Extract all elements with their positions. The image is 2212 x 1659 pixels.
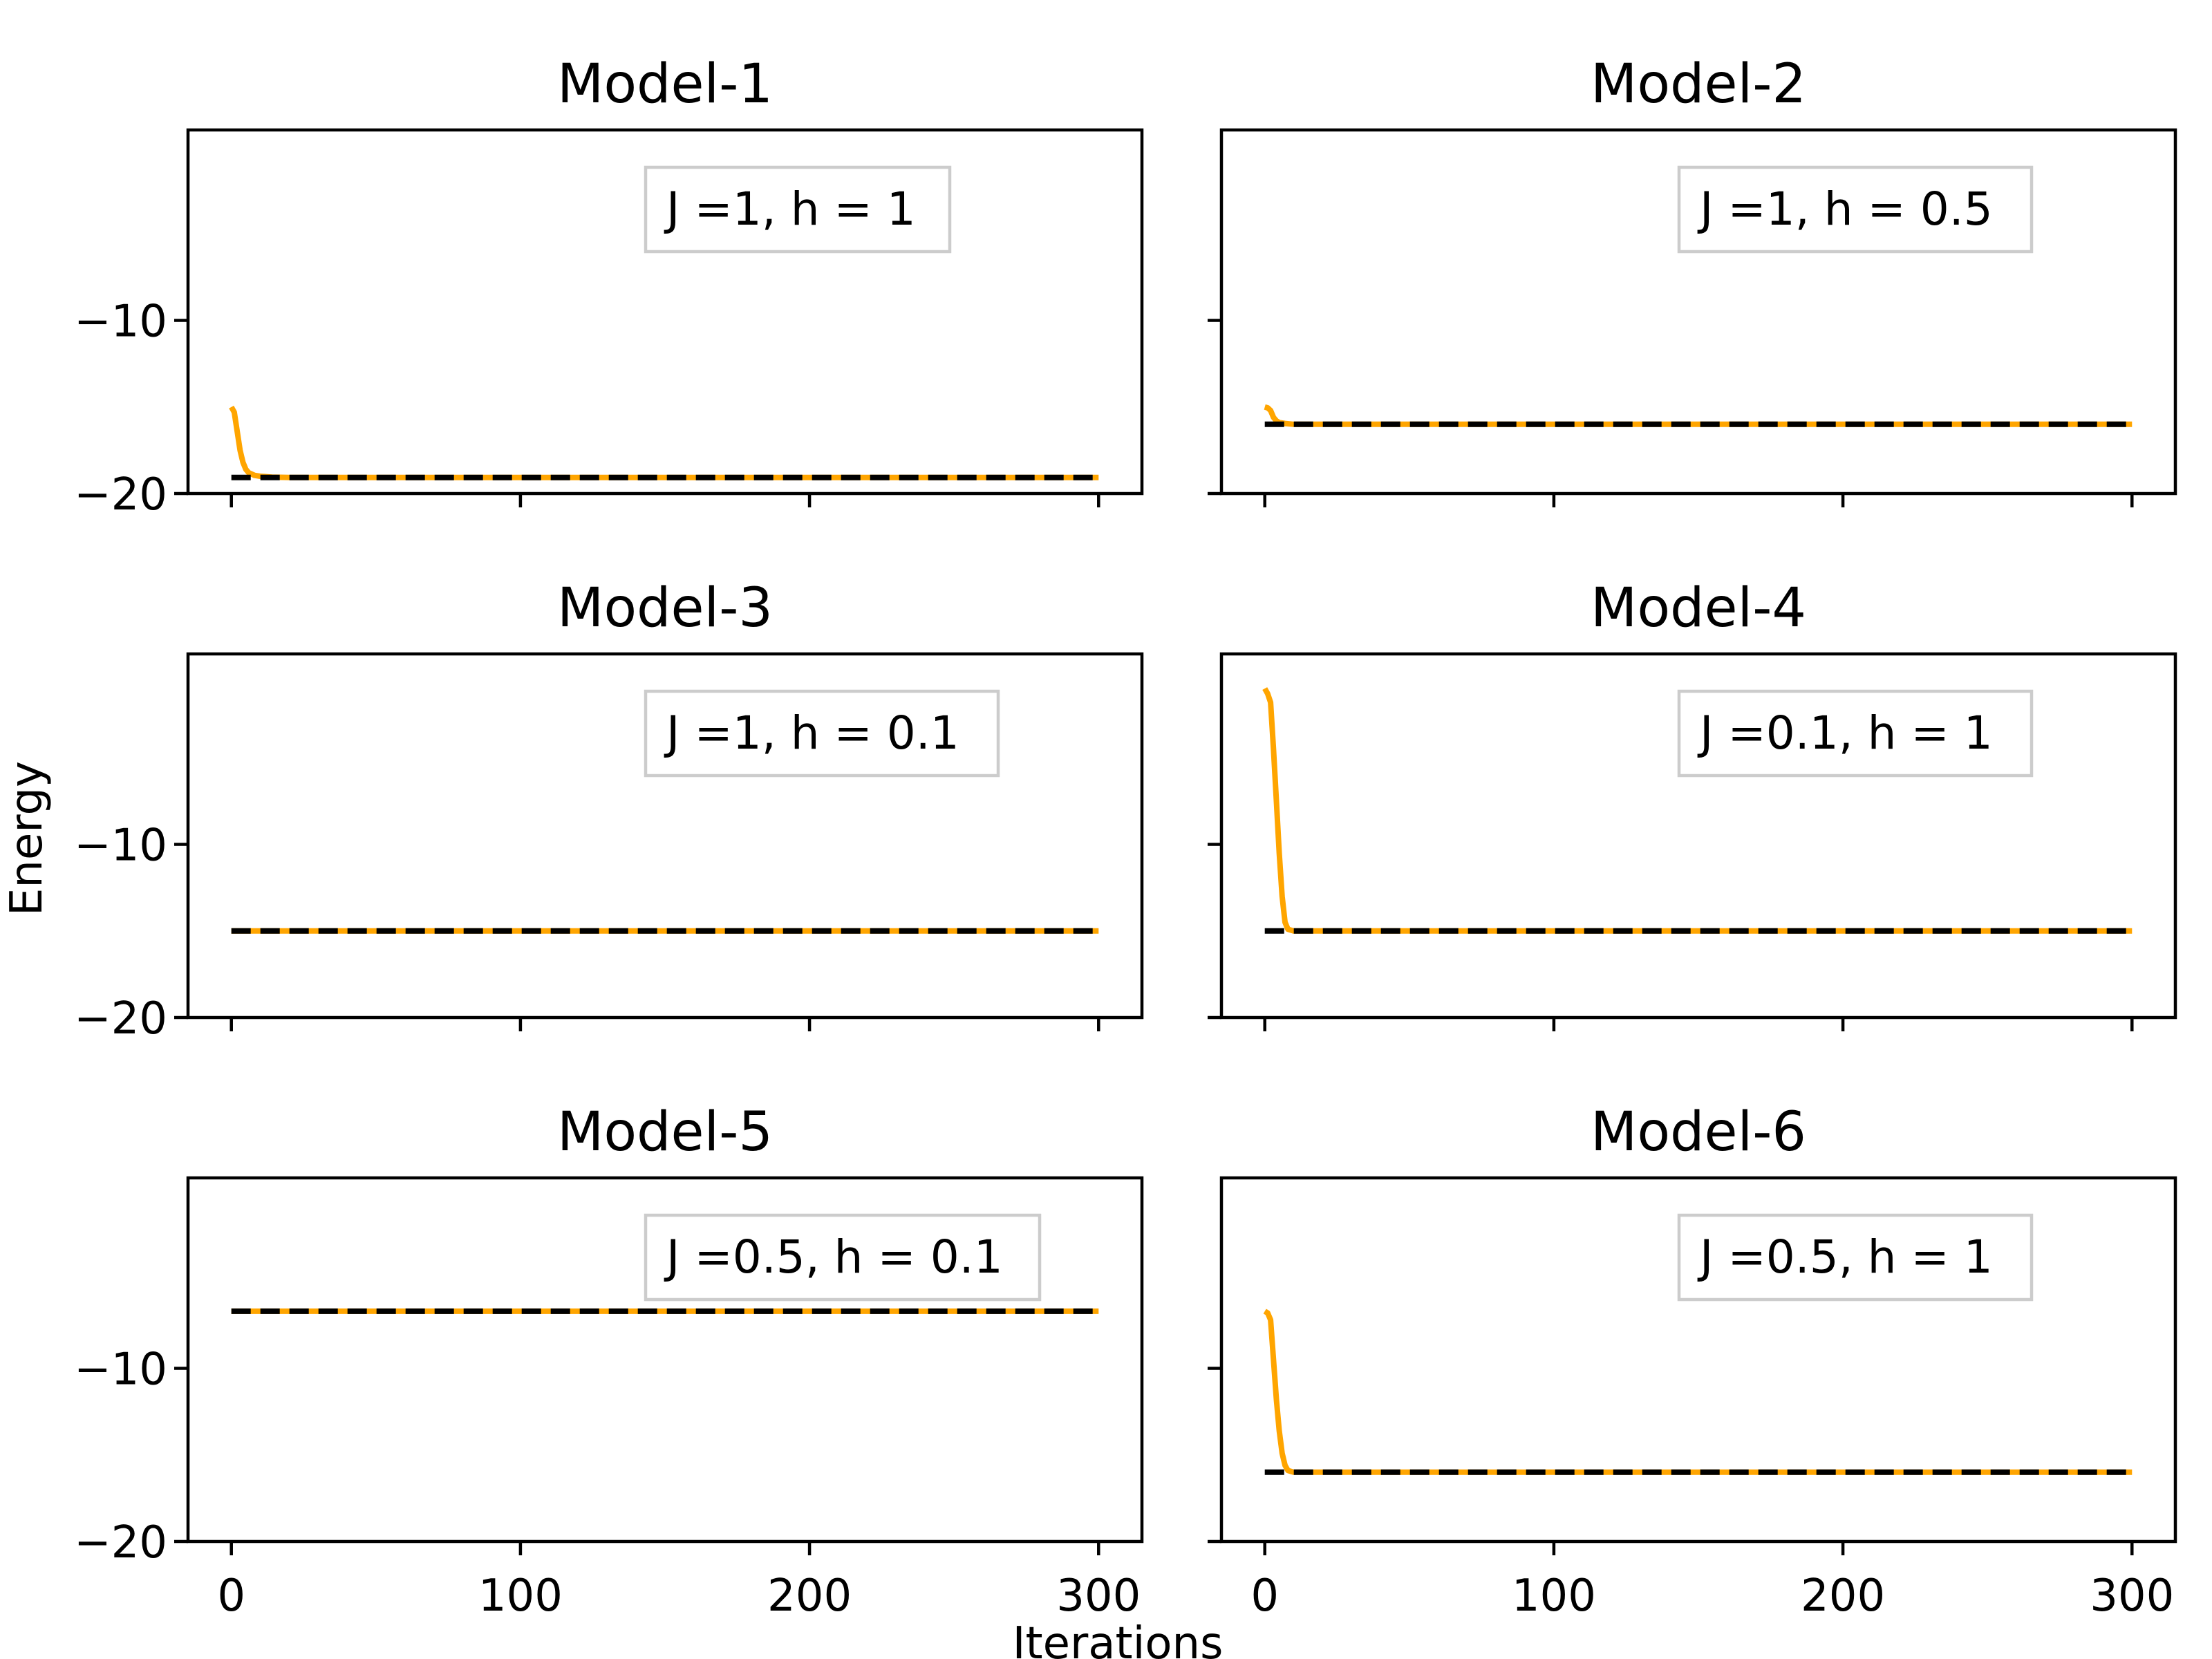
subplot-title: Model-1 [557, 53, 773, 115]
legend-box [1677, 1213, 2034, 1302]
x-tick-label: 200 [1801, 1571, 1885, 1622]
plot-frame [186, 652, 1144, 1020]
x-tick-label: 100 [1512, 1571, 1596, 1622]
subplot-5: Model-5 0 100 200 300 −10 −20 J =0.5, h = 0.1 [74, 1101, 1144, 1622]
subplot-title: Model-6 [1591, 1101, 1806, 1163]
energy-curve [1264, 404, 2133, 427]
legend-box [1677, 165, 2034, 254]
plot-frame [186, 1176, 1144, 1544]
x-tick-label: 0 [217, 1571, 245, 1622]
x-tick-label: 300 [1056, 1571, 1141, 1622]
legend: J =1, h = 0.1 [644, 689, 1000, 778]
plot-frame [1219, 128, 2177, 496]
legend-box [644, 165, 952, 254]
x-axis-label: Iterations [1013, 1618, 1224, 1659]
x-tick-label: 300 [2090, 1571, 2174, 1622]
legend: J =1, h = 1 [644, 165, 952, 254]
energy-curve [1263, 1309, 2133, 1475]
x-tick-label: 100 [478, 1571, 563, 1622]
subplot-title: Model-4 [1591, 577, 1806, 639]
y-tick-label: −20 [74, 469, 167, 521]
legend-label: J =1, h = 0.1 [664, 706, 959, 760]
legend: J =1, h = 0.5 [1677, 165, 2034, 254]
legend-label: J =0.5, h = 0.1 [664, 1230, 1003, 1284]
subplot-6: Model-6 0 100 200 300 J =0.5, h = 1 [1208, 1101, 2177, 1622]
subplot-title: Model-2 [1591, 53, 1806, 115]
subplot-title: Model-3 [557, 577, 773, 639]
subplot-1: Model-1 −10 −20 J =1, h = 1 [74, 53, 1144, 521]
legend-box [644, 1213, 1042, 1302]
y-tick-label: −20 [74, 1517, 167, 1568]
y-axis-label: Energy [1, 761, 53, 916]
subplot-3: Model-3 −10 −20 J =1, h = 0.1 [74, 577, 1144, 1044]
legend-box [644, 689, 1000, 778]
x-tick-label: 200 [767, 1571, 852, 1622]
legend: J =0.5, h = 0.1 [644, 1213, 1042, 1302]
subplot-4: Model-4 J =0.1, h = 1 [1208, 577, 2177, 1031]
y-tick-label: −10 [74, 821, 167, 872]
y-tick-label: −20 [74, 993, 167, 1044]
plot-frame [1219, 1176, 2177, 1544]
legend-box [1677, 689, 2034, 778]
subplot-2: Model-2 J =1, h = 0.5 [1208, 53, 2177, 507]
plot-frame [186, 128, 1144, 496]
subplot-grid: Model-1 −10 −20 J =1, h = 1 Model-2 J =1, h =… [74, 53, 2177, 1622]
plot-frame [1219, 652, 2177, 1020]
legend-label: J =1, h = 1 [664, 182, 916, 236]
x-tick-label: 0 [1250, 1571, 1279, 1622]
energy-curve [1262, 687, 2133, 934]
legend-label: J =1, h = 0.5 [1697, 182, 1993, 236]
subplot-title: Model-5 [557, 1101, 773, 1163]
legend-label: J =0.5, h = 1 [1697, 1230, 1993, 1284]
y-tick-label: −10 [74, 297, 167, 348]
legend: J =0.5, h = 1 [1677, 1213, 2034, 1302]
legend: J =0.1, h = 1 [1677, 689, 2034, 778]
y-tick-label: −10 [74, 1344, 167, 1396]
legend-label: J =0.1, h = 1 [1697, 706, 1993, 760]
